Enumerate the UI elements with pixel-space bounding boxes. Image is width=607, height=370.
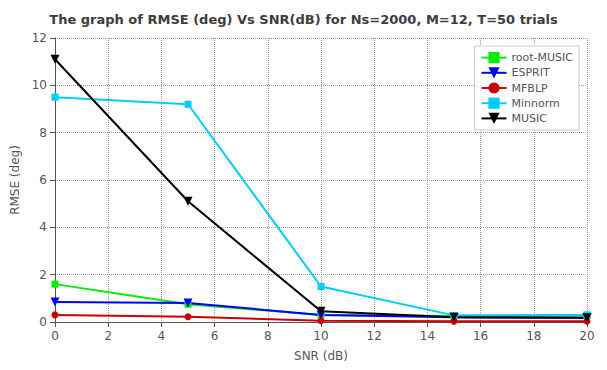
svg-text:root-MUSIC: root-MUSIC	[512, 51, 574, 64]
svg-text:14: 14	[420, 329, 435, 343]
svg-text:RMSE (deg): RMSE (deg)	[8, 145, 22, 215]
svg-text:12: 12	[367, 329, 382, 343]
svg-text:2: 2	[104, 329, 112, 343]
svg-text:12: 12	[32, 31, 47, 45]
svg-text:4: 4	[39, 220, 47, 234]
svg-text:MUSIC: MUSIC	[512, 112, 548, 125]
svg-text:SNR (dB): SNR (dB)	[294, 349, 348, 363]
svg-text:0: 0	[39, 315, 47, 329]
svg-text:8: 8	[39, 126, 47, 140]
svg-text:4: 4	[158, 329, 166, 343]
svg-text:6: 6	[39, 173, 47, 187]
svg-text:2: 2	[39, 268, 47, 282]
svg-text:8: 8	[264, 329, 272, 343]
svg-text:Minnorm: Minnorm	[512, 97, 560, 110]
svg-text:6: 6	[211, 329, 219, 343]
svg-text:0: 0	[51, 329, 59, 343]
svg-text:20: 20	[579, 329, 594, 343]
svg-text:ESPRIT: ESPRIT	[512, 66, 550, 79]
svg-text:10: 10	[313, 329, 328, 343]
svg-text:16: 16	[473, 329, 488, 343]
svg-text:18: 18	[526, 329, 541, 343]
svg-text:The graph of RMSE (deg) Vs SNR: The graph of RMSE (deg) Vs SNR(dB) for N…	[49, 12, 558, 27]
svg-text:MFBLP: MFBLP	[512, 82, 548, 95]
svg-text:10: 10	[32, 78, 47, 92]
